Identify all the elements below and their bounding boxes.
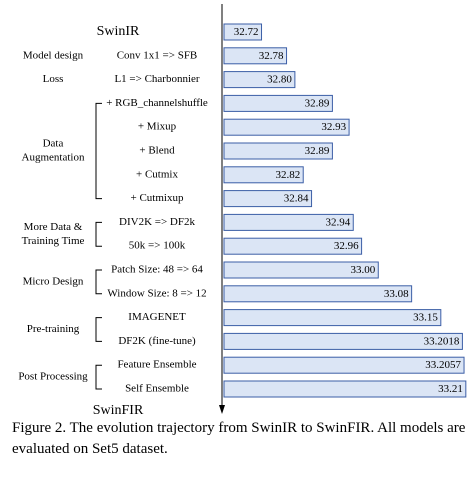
category-label: + RGB_channelshuffle xyxy=(106,97,208,109)
value-label: 33.00 xyxy=(351,264,376,276)
group-bracket xyxy=(95,221,102,247)
category-label: DF2K (fine-tune) xyxy=(118,335,196,347)
value-label: 33.2018 xyxy=(424,335,460,347)
bar xyxy=(223,71,296,89)
category-label: L1 => Charbonnier xyxy=(114,73,199,85)
category-label: + Cutmix xyxy=(136,168,178,180)
value-label: 33.15 xyxy=(413,312,438,324)
value-label: 32.82 xyxy=(275,169,300,181)
bar xyxy=(223,285,413,303)
group-label: Pre-training xyxy=(27,323,80,335)
chart: SwinIR 32.72 Conv 1x1 => SFB 32.78 Model des… xyxy=(18,4,467,416)
group-label: Augmentation xyxy=(22,152,85,164)
value-label: 32.89 xyxy=(305,97,330,109)
category-label: Window Size: 8 => 12 xyxy=(107,287,206,299)
category-label: Conv 1x1 => SFB xyxy=(117,49,198,61)
group-label: Loss xyxy=(43,73,64,85)
bar xyxy=(223,47,288,65)
bar xyxy=(223,309,442,327)
value-label: 32.89 xyxy=(305,145,330,157)
category-label: DIV2K => DF2k xyxy=(119,216,195,228)
arrow-head xyxy=(219,405,225,414)
bar xyxy=(223,190,313,208)
bar xyxy=(223,23,263,41)
bar xyxy=(223,237,363,255)
caption: Figure 2. The evolution trajectory from … xyxy=(12,420,466,457)
value-label: 33.2057 xyxy=(425,359,461,371)
value-label: 32.72 xyxy=(234,26,259,38)
value-label: 33.08 xyxy=(384,288,409,300)
value-label: 32.93 xyxy=(321,121,346,133)
group-label: Training Time xyxy=(22,235,85,247)
category-label: Patch Size: 48 => 64 xyxy=(111,264,203,276)
category-label: + Mixup xyxy=(138,121,177,133)
bar xyxy=(223,118,350,136)
bar xyxy=(223,380,467,398)
value-label: 32.78 xyxy=(259,50,284,62)
group-label: Data xyxy=(43,138,64,150)
value-label: 32.96 xyxy=(334,240,359,252)
bar xyxy=(223,166,304,184)
category-label: + Cutmixup xyxy=(131,192,184,204)
bar xyxy=(223,142,333,160)
bar xyxy=(223,261,379,279)
group-bracket xyxy=(95,364,102,390)
group-bracket xyxy=(95,317,102,342)
group-bracket xyxy=(95,102,102,200)
category-label: IMAGENET xyxy=(128,311,186,323)
group-label: Post Processing xyxy=(18,371,88,383)
value-label: 33.21 xyxy=(438,383,463,395)
group-label: More Data & xyxy=(24,221,83,233)
value-label: 32.80 xyxy=(267,74,292,86)
group-label: Micro Design xyxy=(23,275,84,287)
bar xyxy=(223,213,354,231)
category-label: 50k => 100k xyxy=(129,240,186,252)
start-label: SwinIR xyxy=(97,24,140,39)
category-label: Feature Ensemble xyxy=(117,359,196,371)
group-label: Model design xyxy=(23,49,84,61)
bar xyxy=(223,332,463,350)
group-bracket xyxy=(95,269,102,295)
bar xyxy=(223,94,333,112)
category-label: + Blend xyxy=(139,145,175,157)
end-label: SwinFIR xyxy=(93,403,144,416)
value-label: 32.84 xyxy=(284,193,309,205)
category-label: Self Ensemble xyxy=(125,383,189,395)
value-label: 32.94 xyxy=(326,216,351,228)
bar xyxy=(223,356,465,374)
